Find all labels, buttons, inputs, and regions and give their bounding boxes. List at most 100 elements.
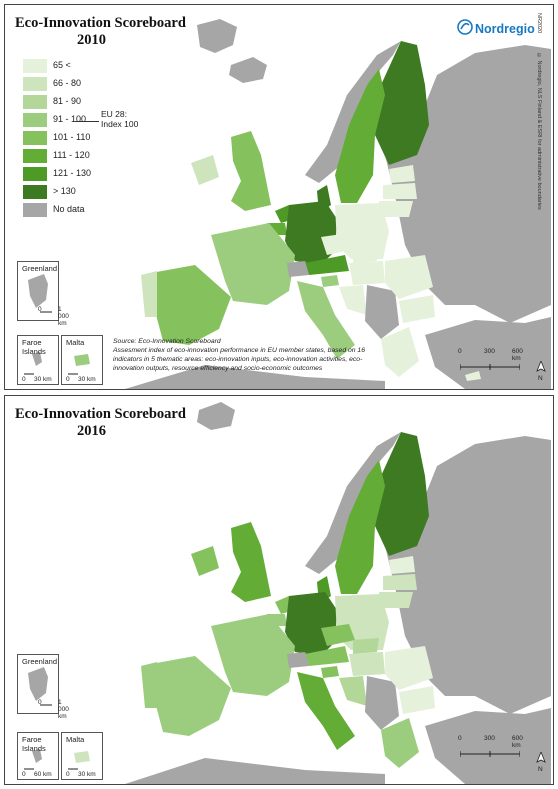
title-text-2016: Eco-Innovation Scoreboard — [15, 406, 186, 422]
legend-label: > 130 — [53, 186, 76, 196]
faroe-islands-shape — [24, 352, 42, 375]
region-france — [211, 223, 295, 305]
legend-swatch — [23, 203, 47, 217]
region-uk — [231, 131, 271, 211]
region-hungary — [349, 652, 385, 676]
legend-label: 81 - 90 — [53, 96, 82, 106]
malta-label: Malta — [66, 735, 85, 744]
region-sweden — [335, 460, 385, 594]
malta-shape — [68, 751, 90, 770]
eu-average-index: Index 100 — [101, 119, 139, 129]
malta-shape — [68, 354, 90, 375]
region-portugal — [141, 662, 157, 708]
scale-bar: 0 300 600 km — [458, 348, 523, 375]
legend-swatch — [23, 95, 47, 109]
title-text-2010: Eco-Innovation Scoreboard — [15, 15, 186, 31]
greenland-scale-label: 1 000 km — [58, 699, 69, 720]
region-spain — [151, 656, 231, 736]
malta-label: Malta — [66, 338, 85, 347]
region-north-africa — [125, 365, 385, 389]
region-germany — [285, 201, 337, 265]
faroe-inset: Faroe Islands 0 60 km — [17, 732, 59, 780]
legend-label: 66 - 80 — [53, 78, 82, 88]
greenland-shape — [28, 274, 52, 313]
region-germany — [285, 592, 337, 656]
title-year-2010: 2010 — [77, 32, 106, 48]
faroe-label: Faroe Islands — [22, 735, 46, 753]
region-turkey — [425, 317, 551, 389]
region-switzerland — [287, 652, 309, 668]
region-greenland-fragment — [197, 19, 237, 53]
region-portugal — [141, 271, 157, 317]
region-slovenia — [321, 666, 339, 678]
scale-mid: 300 — [484, 348, 495, 355]
faroe-islands-shape — [24, 749, 42, 770]
region-spain — [151, 265, 231, 345]
malta-scale-zero: 0 — [66, 771, 70, 778]
region-switzerland — [287, 261, 309, 277]
eu-average-leader-line — [75, 121, 99, 122]
region-hungary — [349, 261, 385, 285]
faroe-label: Faroe Islands — [22, 338, 46, 356]
greenland-inset: Greenland 0 1 000 km — [17, 261, 69, 327]
region-croatia — [339, 285, 367, 315]
map-panel-2010: Eco-Innovation Scoreboard 2010 Nordregio… — [4, 4, 554, 390]
malta-scale-zero: 0 — [66, 376, 70, 383]
europe-map-2016 — [125, 402, 551, 784]
region-bulgaria — [399, 686, 435, 714]
region-austria — [305, 255, 349, 275]
greenland-scale-zero: 0 — [38, 306, 42, 313]
north-label: N — [538, 375, 543, 382]
nordregio-logo-icon — [457, 19, 473, 35]
scale-mid: 300 — [484, 735, 495, 742]
region-uk — [231, 522, 271, 602]
region-slovakia — [353, 247, 379, 263]
region-romania — [385, 255, 433, 299]
scale-bar-graphic — [459, 751, 521, 757]
legend-swatch — [23, 77, 47, 91]
region-italy — [297, 672, 355, 750]
scale-end: 600 km — [512, 348, 523, 362]
region-italy — [297, 281, 355, 359]
faroe-scale-label: 30 km — [34, 376, 52, 383]
legend-label: 65 < — [53, 60, 71, 70]
region-iceland — [197, 402, 235, 430]
source-line: Source: Eco-Innovation Scoreboard — [113, 338, 221, 345]
greenland-scale-label: 1 000 km — [58, 306, 69, 327]
region-lithuania — [379, 592, 413, 608]
nordregio-logo: Nordregio — [457, 19, 535, 40]
greenland-scale-zero: 0 — [38, 699, 42, 706]
scale-zero: 0 — [458, 348, 462, 355]
scale-bar-graphic — [459, 364, 521, 370]
europe-map-2010 — [125, 19, 551, 389]
map-title-2010: Eco-Innovation Scoreboard 2010 — [15, 15, 186, 49]
eu-average-note: EU 28: Index 100 — [101, 109, 138, 129]
region-turkey — [425, 708, 551, 784]
greenland-label: Greenland — [22, 657, 58, 666]
scale-end: 600 km — [512, 735, 523, 749]
region-croatia — [339, 676, 367, 706]
malta-scale-label: 30 km — [78, 771, 96, 778]
region-lithuania — [379, 201, 413, 217]
region-norway — [305, 432, 401, 574]
legend-swatch — [23, 113, 47, 127]
region-romania — [385, 646, 433, 690]
title-year-2016: 2016 — [77, 423, 106, 439]
region-latvia — [383, 574, 417, 590]
nordregio-logo-text: Nordregio — [475, 22, 535, 36]
map-title-2016: Eco-Innovation Scoreboard 2016 — [15, 406, 186, 440]
scale-zero: 0 — [458, 735, 462, 742]
map-panel-2016: Eco-Innovation Scoreboard 2016 Greenland… — [4, 395, 554, 785]
region-cyprus — [465, 371, 481, 381]
greenland-shape — [28, 667, 52, 706]
region-estonia — [389, 556, 415, 574]
map-id: NR2020 — [536, 13, 542, 34]
region-czechia — [321, 624, 355, 646]
legend-label: 91 - 100 — [53, 114, 87, 124]
region-slovenia — [321, 275, 339, 287]
faroe-scale-zero: 0 — [22, 771, 26, 778]
malta-scale-label: 30 km — [78, 376, 96, 383]
region-bulgaria — [399, 295, 435, 323]
region-norway — [305, 41, 401, 183]
region-north-africa — [125, 758, 385, 784]
